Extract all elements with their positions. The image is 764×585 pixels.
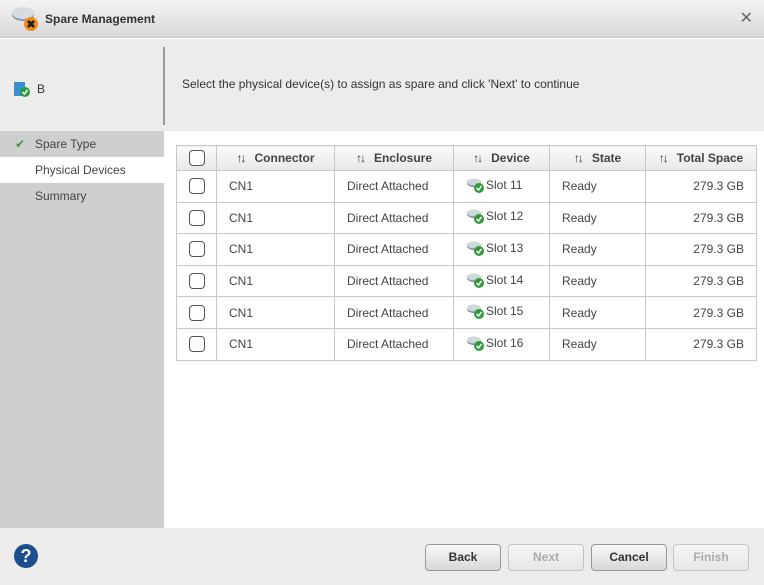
cell-connector: CN1 — [216, 233, 335, 266]
cell-state: Ready — [549, 233, 646, 266]
cell-state: Ready — [549, 264, 646, 298]
cell-enclosure: Direct Attached — [334, 264, 454, 298]
close-icon[interactable]: ✕ — [739, 10, 753, 27]
column-total-space[interactable]: ↑↓ Total Space — [645, 145, 757, 171]
device-label: Slot 13 — [486, 240, 524, 255]
column-label: Device — [491, 151, 530, 165]
spare-management-icon: ✖ — [12, 7, 38, 31]
column-label: Connector — [254, 151, 315, 165]
cell-enclosure: Direct Attached — [334, 233, 454, 266]
row-checkbox[interactable] — [188, 241, 205, 258]
cancel-button[interactable]: Cancel — [591, 544, 667, 571]
cell-total-space: 279.3 GB — [645, 296, 757, 329]
cell-enclosure: Direct Attached — [334, 170, 454, 203]
device-label: Slot 14 — [486, 272, 524, 287]
drive-ready-icon — [467, 241, 484, 256]
instruction-text: Select the physical device(s) to assign … — [182, 77, 580, 91]
cell-connector: CN1 — [216, 296, 335, 329]
select-all-checkbox[interactable] — [188, 150, 205, 166]
cell-enclosure: Direct Attached — [334, 296, 454, 329]
column-enclosure[interactable]: ↑↓ Enclosure — [334, 145, 454, 171]
sort-icon: ↑↓ — [573, 151, 584, 165]
column-state[interactable]: ↑↓ State — [549, 145, 646, 171]
cell-device: Slot 11 — [453, 170, 550, 203]
column-device[interactable]: ↑↓ Device — [453, 145, 550, 171]
checkmark-icon: ✔ — [15, 137, 26, 151]
sort-icon: ↑↓ — [473, 151, 483, 165]
title-bar: ✖ Spare Management ✕ — [0, 0, 764, 38]
step-summary[interactable]: Summary — [0, 183, 164, 209]
cell-state: Ready — [549, 327, 646, 361]
table-row[interactable]: CN1 Direct Attached Slot 11 Ready 279.3 … — [176, 170, 757, 203]
cell-state: Ready — [549, 170, 646, 203]
cell-device: Slot 12 — [453, 201, 550, 235]
cell-connector: CN1 — [216, 327, 335, 361]
row-checkbox[interactable] — [188, 336, 205, 353]
window-title: Spare Management — [45, 12, 156, 26]
column-connector[interactable]: ↑↓ Connector — [216, 145, 335, 171]
step-label: Summary — [35, 189, 87, 203]
wizard-steps: ✔ Spare Type Physical Devices Summary — [0, 131, 164, 528]
cell-connector: CN1 — [216, 201, 335, 235]
help-icon[interactable]: ? — [14, 544, 38, 568]
table-row[interactable]: CN1 Direct Attached Slot 12 Ready 279.3 … — [176, 201, 757, 235]
cell-total-space: 279.3 GB — [645, 264, 757, 298]
cell-total-space: 279.3 GB — [645, 327, 757, 361]
column-label: Enclosure — [373, 151, 433, 165]
drive-ready-icon — [467, 336, 484, 351]
cell-device: Slot 15 — [453, 296, 550, 329]
sort-icon: ↑↓ — [658, 151, 669, 165]
table-row[interactable]: CN1 Direct Attached Slot 16 Ready 279.3 … — [176, 327, 757, 361]
cell-total-space: 279.3 GB — [645, 233, 757, 266]
row-checkbox[interactable] — [188, 178, 205, 195]
step-label: Spare Type — [35, 137, 97, 151]
finish-button[interactable]: Finish — [673, 544, 749, 571]
back-button[interactable]: Back — [425, 544, 501, 571]
wizard-header: B Select the physical device(s) to assig… — [0, 39, 764, 131]
cell-device: Slot 16 — [453, 327, 550, 361]
cell-device: Slot 13 — [453, 233, 550, 266]
drive-ready-icon — [467, 273, 484, 288]
table-row[interactable]: CN1 Direct Attached Slot 14 Ready 279.3 … — [176, 264, 757, 298]
cell-state: Ready — [549, 296, 646, 329]
cell-enclosure: Direct Attached — [334, 327, 454, 361]
divider — [163, 47, 165, 125]
cell-total-space: 279.3 GB — [645, 170, 757, 203]
next-button[interactable]: Next — [508, 544, 584, 571]
cell-connector: CN1 — [216, 264, 335, 298]
device-label: Slot 11 — [486, 177, 523, 192]
drive-ready-icon — [467, 304, 484, 320]
table-row[interactable]: CN1 Direct Attached Slot 13 Ready 279.3 … — [176, 233, 757, 266]
sort-icon: ↑↓ — [236, 151, 247, 165]
cell-total-space: 279.3 GB — [645, 201, 757, 235]
controller-icon — [14, 82, 30, 97]
svg-text:✖: ✖ — [26, 19, 35, 31]
table-header: ↑↓ Connector ↑↓ Enclosure ↑↓ Device ↑↓ State… — [176, 145, 757, 171]
column-label: State — [591, 151, 622, 165]
drive-ready-icon — [467, 209, 484, 225]
step-physical-devices[interactable]: Physical Devices — [0, 157, 164, 183]
row-checkbox[interactable] — [188, 273, 205, 290]
footer: ? Back Next Cancel Finish — [0, 528, 764, 585]
controller-name: B — [37, 82, 46, 96]
cell-state: Ready — [549, 201, 646, 235]
device-label: Slot 15 — [486, 304, 524, 319]
device-label: Slot 16 — [486, 335, 524, 350]
cell-device: Slot 14 — [453, 264, 550, 298]
sort-icon: ↑↓ — [355, 151, 366, 165]
table-row[interactable]: CN1 Direct Attached Slot 15 Ready 279.3 … — [176, 296, 757, 329]
step-spare-type[interactable]: ✔ Spare Type — [0, 131, 164, 157]
row-checkbox[interactable] — [188, 304, 205, 321]
row-checkbox[interactable] — [188, 209, 205, 226]
drive-ready-icon — [467, 178, 484, 193]
cell-connector: CN1 — [216, 170, 335, 203]
device-label: Slot 12 — [486, 209, 524, 224]
step-label: Physical Devices — [35, 163, 126, 177]
physical-devices-table: ↑↓ Connector ↑↓ Enclosure ↑↓ Device ↑↓ State… — [176, 145, 757, 361]
column-label: Total Space — [676, 151, 744, 165]
cell-enclosure: Direct Attached — [334, 201, 454, 235]
